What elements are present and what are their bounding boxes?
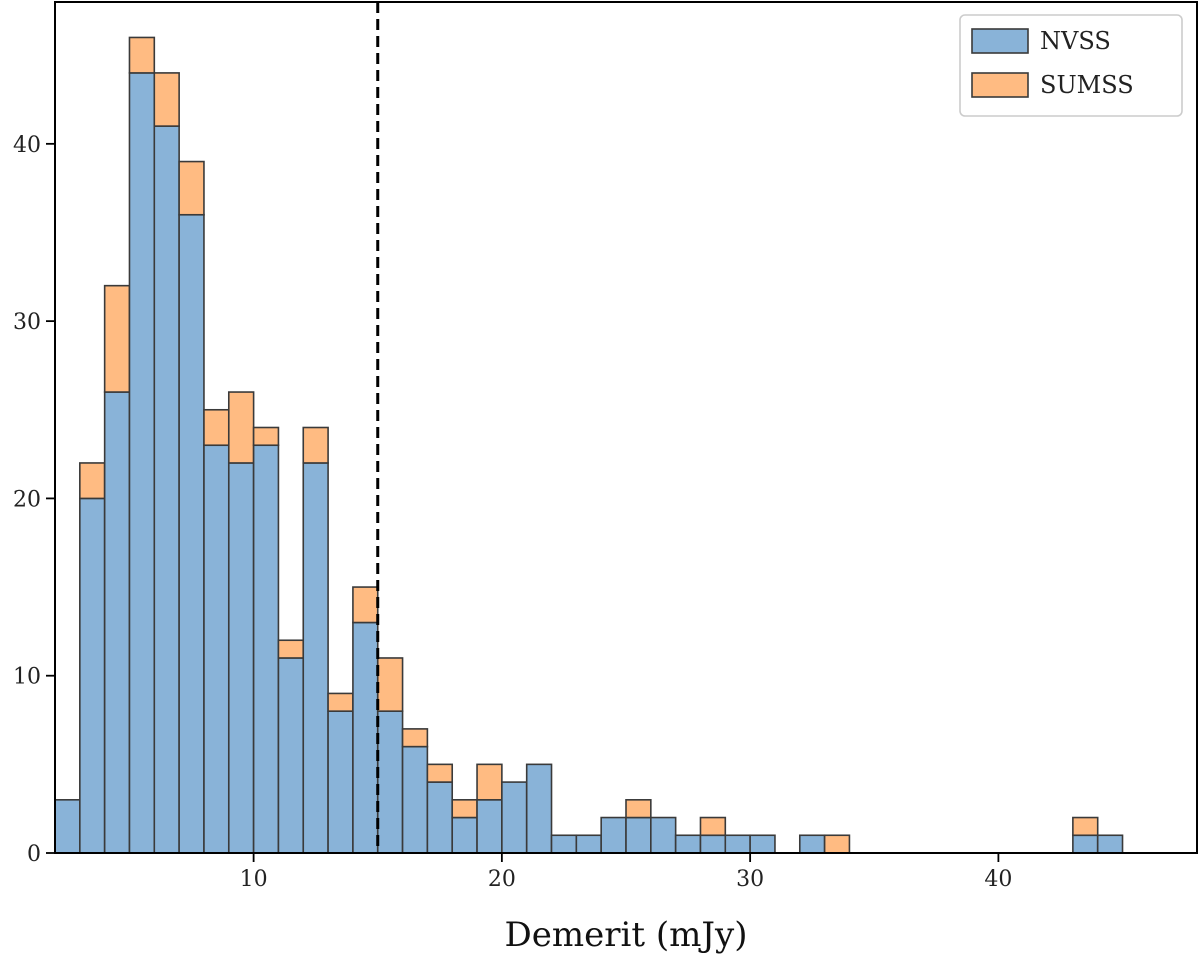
legend-swatch-nvss — [971, 28, 1029, 54]
bar-nvss — [1096, 834, 1124, 854]
bar-nvss — [203, 444, 230, 854]
x-tick-label: 20 — [488, 867, 516, 892]
bar-nvss — [252, 444, 280, 854]
bar-sumss — [625, 799, 652, 819]
bars-layer — [54, 36, 1124, 854]
x-tick-label: 30 — [736, 867, 764, 892]
bar-nvss — [749, 834, 776, 854]
bar-sumss — [376, 657, 404, 712]
bar-sumss — [252, 426, 280, 447]
bar-sumss — [426, 763, 454, 783]
x-tick-label: 40 — [984, 867, 1012, 892]
bar-nvss — [277, 657, 305, 854]
plot-frame — [54, 1, 1198, 854]
bar-nvss — [798, 834, 826, 854]
bar-nvss — [376, 710, 404, 854]
bar-nvss — [501, 781, 528, 854]
bar-nvss — [302, 462, 329, 854]
bar-nvss — [575, 834, 602, 854]
bar-nvss — [178, 213, 205, 854]
bar-nvss — [103, 391, 131, 854]
legend: NVSS SUMSS — [959, 14, 1183, 117]
bar-sumss — [203, 408, 230, 447]
bar-nvss — [650, 816, 677, 854]
bar-sumss — [178, 160, 205, 216]
legend-label-nvss: NVSS — [1040, 27, 1111, 55]
bar-sumss — [277, 639, 305, 659]
bar-nvss — [352, 621, 379, 854]
bar-sumss — [451, 799, 478, 819]
bar-nvss — [227, 462, 255, 854]
bar-nvss — [54, 799, 81, 854]
bar-nvss — [1072, 834, 1099, 854]
x-axis: 10 20 30 40 — [240, 853, 1012, 892]
bar-nvss — [401, 745, 429, 854]
legend-swatch-sumss — [971, 72, 1029, 98]
bar-nvss — [426, 781, 454, 854]
bar-sumss — [103, 284, 131, 393]
bar-sumss — [79, 462, 106, 500]
bar-nvss — [525, 763, 553, 854]
bar-sumss — [302, 426, 329, 464]
bar-sumss — [699, 816, 727, 837]
bar-nvss — [699, 834, 727, 854]
y-tick-label: 20 — [13, 487, 41, 512]
bar-sumss — [476, 763, 503, 801]
bar-nvss — [625, 816, 652, 854]
x-tick-label: 10 — [240, 867, 268, 892]
bar-sumss — [1072, 816, 1099, 837]
bar-sumss — [327, 692, 354, 712]
bar-sumss — [352, 586, 379, 624]
bar-sumss — [128, 36, 156, 74]
x-axis-title: Demerit (mJy) — [505, 915, 748, 955]
bar-sumss — [401, 728, 429, 748]
y-tick-label: 10 — [13, 665, 41, 690]
bar-nvss — [79, 497, 106, 854]
bar-nvss — [476, 799, 503, 854]
bar-nvss — [600, 816, 627, 854]
legend-label-sumss: SUMSS — [1040, 71, 1134, 99]
bar-nvss — [451, 816, 478, 854]
y-tick-label: 30 — [13, 310, 41, 335]
bar-nvss — [128, 72, 156, 854]
y-tick-label: 40 — [13, 133, 41, 158]
bar-nvss — [327, 710, 354, 854]
bar-nvss — [550, 834, 578, 854]
bar-nvss — [153, 125, 180, 854]
bar-sumss — [227, 391, 255, 464]
y-tick-label: 0 — [27, 842, 41, 867]
bar-nvss — [724, 834, 751, 854]
bar-nvss — [674, 834, 702, 854]
bar-sumss — [823, 834, 851, 854]
bar-sumss — [153, 72, 180, 127]
y-axis: 0 10 20 30 40 — [13, 133, 55, 867]
